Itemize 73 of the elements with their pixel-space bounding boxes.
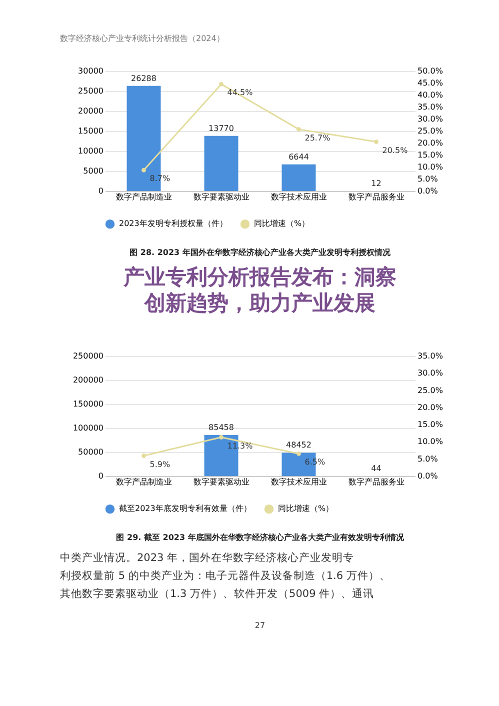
data-label: 85458 — [208, 422, 234, 432]
y-tick-label: 0 — [98, 186, 104, 196]
y2-tick-label: 25.0% — [418, 386, 444, 395]
y2-tick-label: 20.0% — [418, 402, 444, 412]
text: 图 28. 2023 年国外在华数字经济核心产业各大类产业发明专利授权情况 — [130, 247, 392, 257]
bar — [204, 136, 238, 191]
text: 数字经济核心产业专利统计分析报告（2024） — [60, 34, 224, 43]
legend-label: 同比增速（%） — [278, 504, 334, 514]
legend-label: 2023年发明专利授权量（件） — [119, 219, 228, 228]
y2-tick-label: 15.0% — [418, 420, 444, 430]
text: 创新趋势，助力产业发展 — [144, 291, 376, 315]
text: 产业专利分析报告发布：洞察 — [122, 265, 396, 289]
y-tick-label: 20000 — [78, 106, 104, 116]
y2-tick-label: 10.0% — [418, 162, 444, 172]
x-tick-label: 数字要素驱动业 — [193, 192, 250, 202]
y-tick-label: 25000 — [78, 86, 104, 96]
y2-tick-label: 45.0% — [418, 78, 444, 88]
y2-tick-label: 15.0% — [418, 150, 444, 160]
y2-tick-label: 30.0% — [418, 114, 444, 124]
text: 27 — [254, 621, 266, 630]
y-tick-label: 10000 — [78, 146, 104, 156]
point — [142, 168, 146, 172]
y2-tick-label: 5.0% — [418, 454, 438, 464]
point — [374, 140, 378, 144]
y-tick-label: 5000 — [83, 166, 104, 176]
text: 图 29. 截至 2023 年底国外在华数字经济核心产业各大类产业有效发明专利情况 — [116, 532, 405, 542]
point — [296, 451, 301, 456]
y2-tick-label: 5.0% — [418, 174, 438, 184]
x-tick-label: 数字产品服务业 — [348, 478, 404, 486]
data-label: 26288 — [131, 74, 156, 83]
y2-tick-label: 50.0% — [418, 66, 444, 76]
x-tick-label: 数字技术应用业 — [270, 192, 327, 202]
y2-tick-label: 0.0% — [418, 186, 438, 196]
point — [219, 82, 224, 86]
y2-tick-label: 0.0% — [418, 472, 438, 480]
y2-tick-label: 10.0% — [418, 437, 444, 446]
y-tick-label: 250000 — [72, 352, 104, 360]
y-tick-label: 100000 — [72, 424, 104, 432]
point — [296, 127, 301, 132]
x-tick-label: 数字产品服务业 — [348, 192, 404, 202]
point — [219, 435, 224, 440]
y-tick-label: 0 — [98, 472, 104, 480]
y2-tick-label: 25.0% — [418, 126, 444, 136]
y2-tick-label: 35.0% — [418, 352, 444, 360]
x-tick-label: 数字要素驱动业 — [193, 478, 250, 486]
y-tick-label: 200000 — [72, 376, 104, 384]
y-tick-label: 50000 — [78, 448, 104, 456]
data-label: 13770 — [208, 124, 234, 133]
y-tick-label: 30000 — [78, 66, 104, 76]
data-label: 20.5% — [382, 146, 408, 155]
data-label: 6644 — [288, 152, 309, 162]
y2-tick-label: 35.0% — [418, 102, 444, 112]
data-label: 44.5% — [227, 88, 254, 98]
y2-tick-label: 20.0% — [418, 138, 444, 148]
x-tick-label: 数字技术应用业 — [270, 478, 327, 486]
x-tick-label: 数字产品制造业 — [116, 478, 172, 486]
data-label: 25.7% — [304, 133, 331, 142]
data-label: 48452 — [286, 440, 312, 450]
point — [142, 454, 146, 458]
y-tick-label: 150000 — [72, 400, 104, 408]
legend-label: 截至2023年底发明专利有效量（件） — [119, 504, 252, 514]
y2-tick-label: 40.0% — [418, 90, 444, 100]
bar — [282, 164, 316, 191]
y-tick-label: 15000 — [78, 126, 104, 136]
data-label: 12 — [371, 178, 382, 188]
text: 其他数字要素驱动业（1.3 万件）、软件开发（5009 件）、通讯 — [60, 587, 374, 600]
x-tick-label: 数字产品制造业 — [116, 192, 172, 202]
legend-label: 同比增速（%） — [254, 219, 310, 228]
text: 利授权量前 5 的中类产业为：电子元器件及设备制造（1.6 万件）、 — [60, 569, 390, 582]
text: 中类产业情况。2023 年，国外在华数字经济核心产业发明专 — [60, 551, 354, 564]
data-label: 44 — [371, 464, 382, 473]
y2-tick-label: 30.0% — [418, 368, 444, 378]
data-label: 5.9% — [150, 460, 170, 469]
